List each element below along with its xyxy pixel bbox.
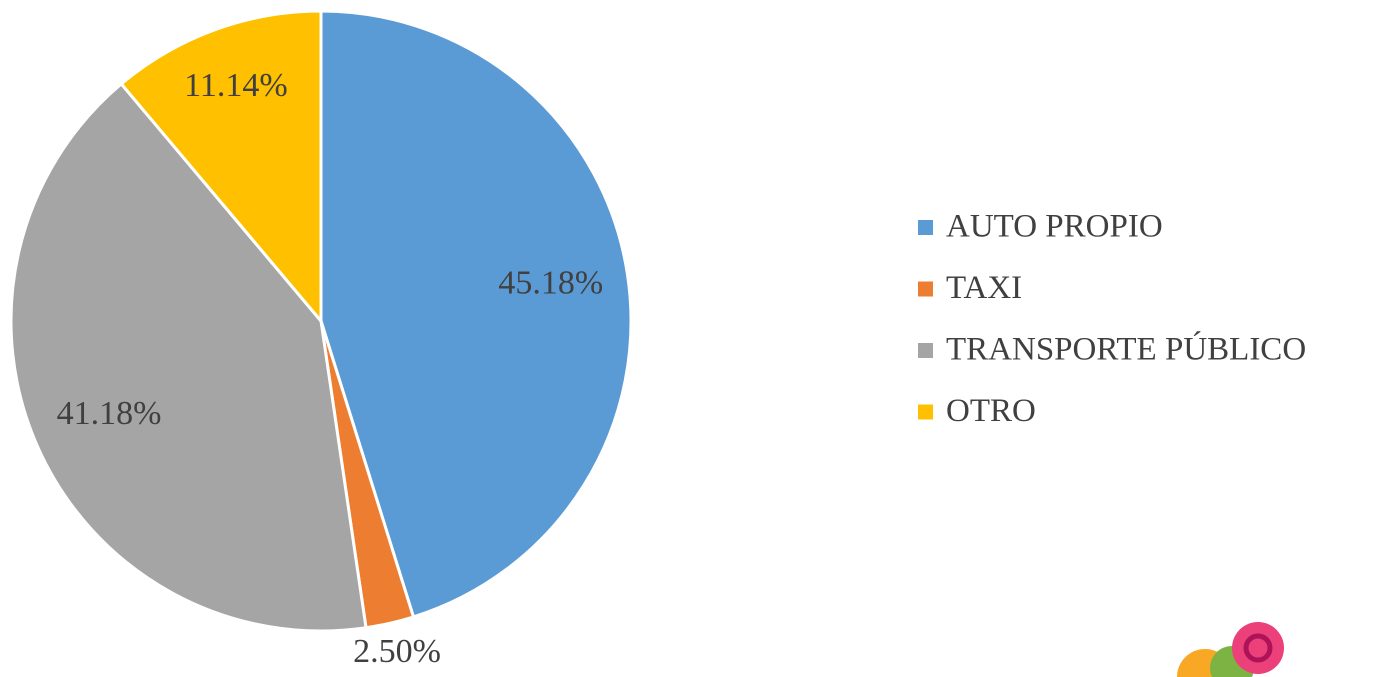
logo xyxy=(1177,622,1284,677)
data-label: 11.14% xyxy=(184,67,288,104)
data-label: 2.50% xyxy=(353,633,441,670)
legend-swatch xyxy=(918,343,933,358)
chart: 45.18% 2.50% 41.18% 11.14% AUTO PROPIO TAXI TR… xyxy=(0,0,1373,677)
data-label: 41.18% xyxy=(57,395,162,432)
data-label: 45.18% xyxy=(498,265,603,302)
legend-label: AUTO PROPIO xyxy=(946,209,1163,245)
legend-label: OTRO xyxy=(946,393,1036,429)
legend-swatch xyxy=(918,405,933,420)
legend-swatch xyxy=(918,282,933,297)
legend-label: TAXI xyxy=(946,270,1022,306)
legend-label: TRANSPORTE PÚBLICO xyxy=(946,330,1306,368)
legend-swatch xyxy=(918,220,933,235)
